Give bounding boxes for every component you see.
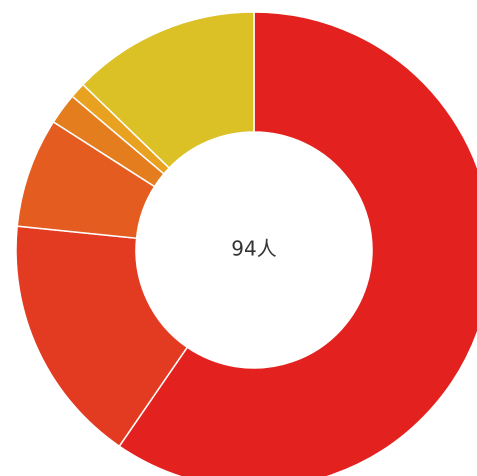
donut-slice bbox=[15, 225, 189, 448]
donut-slice bbox=[81, 11, 255, 170]
donut bbox=[15, 11, 477, 476]
donut-slice bbox=[118, 11, 477, 476]
center-label: 94人 bbox=[231, 237, 276, 261]
